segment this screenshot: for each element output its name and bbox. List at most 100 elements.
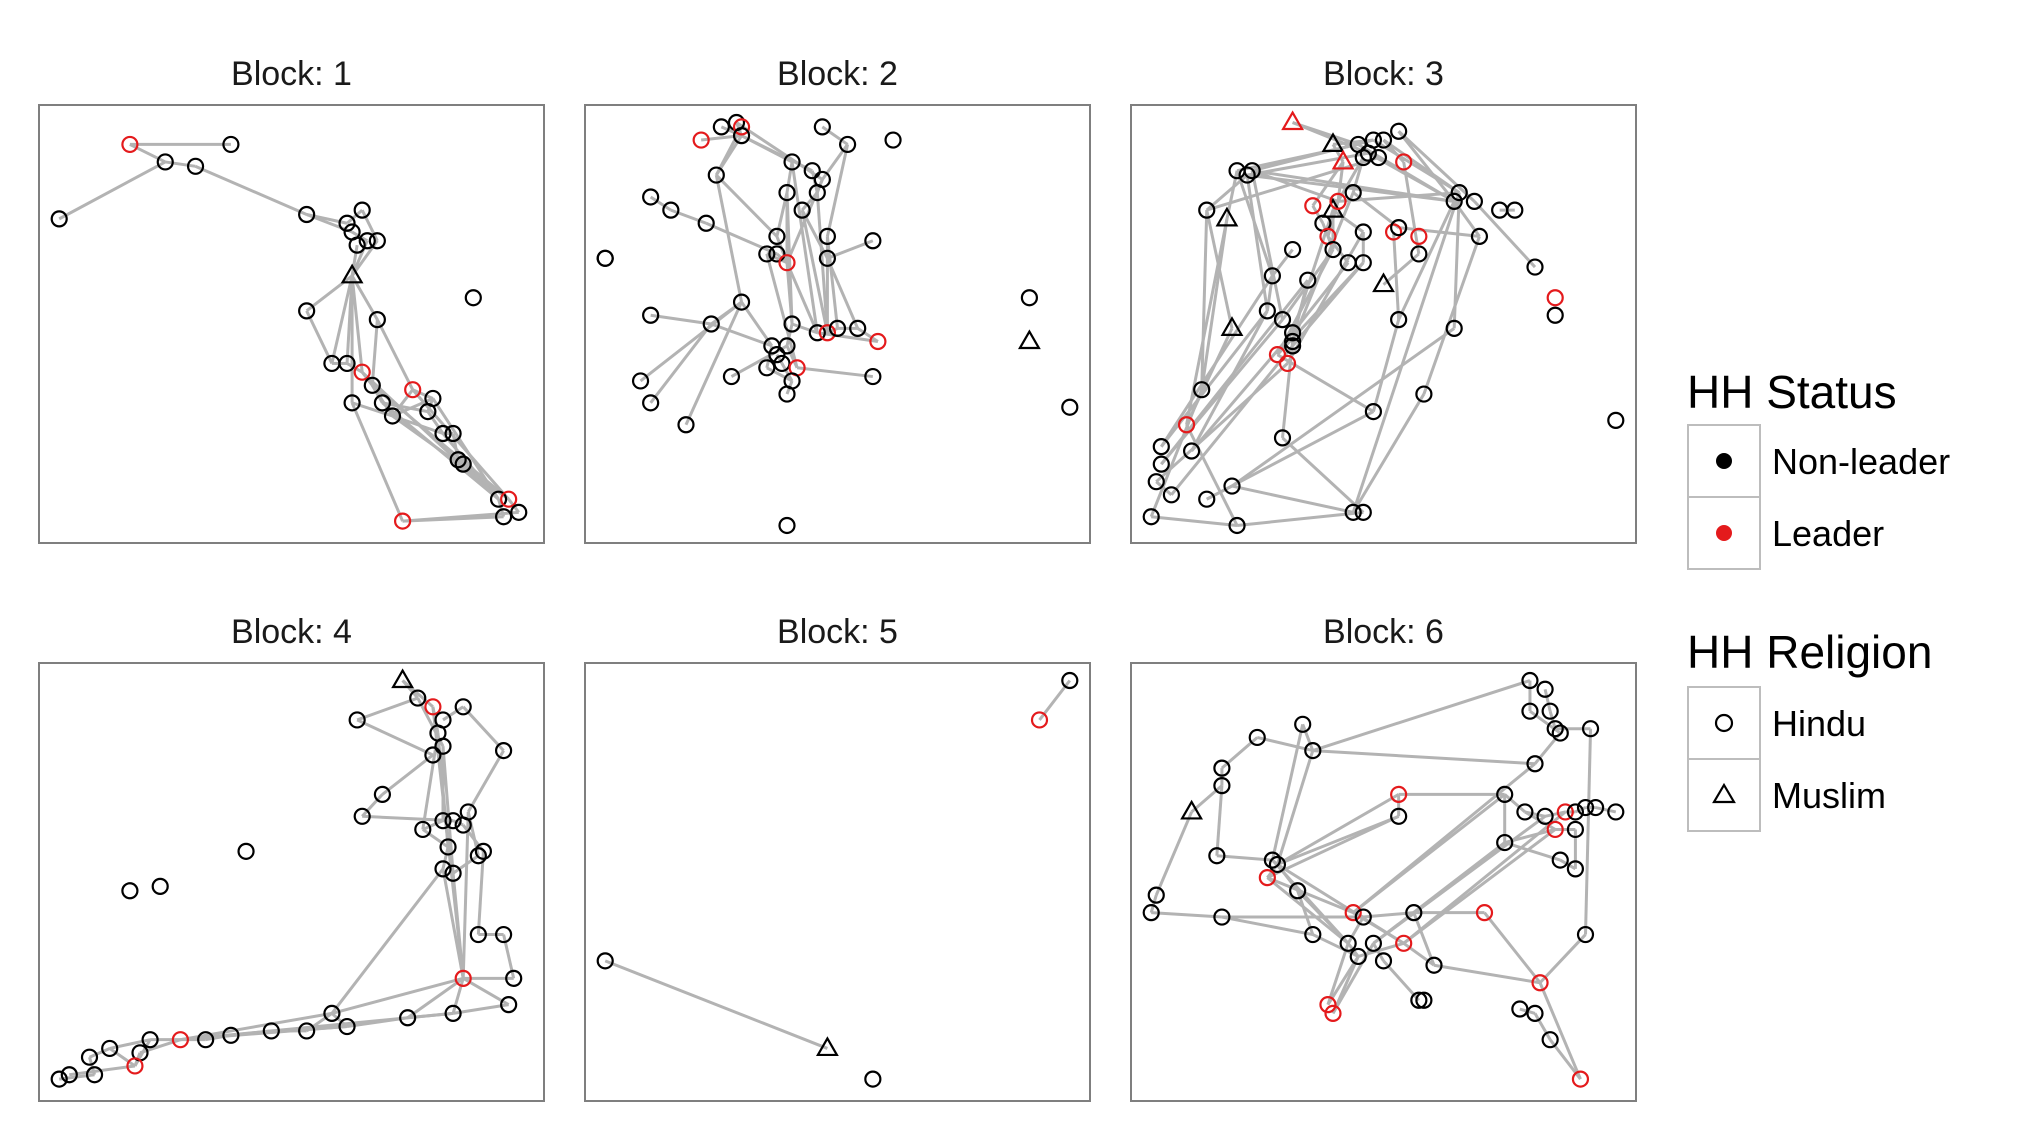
node-hindu — [1020, 289, 1039, 307]
node-hindu — [768, 227, 786, 245]
node-hindu — [1278, 354, 1297, 373]
node-hindu — [1354, 503, 1372, 521]
network-edge — [371, 384, 510, 501]
network-edge — [1352, 911, 1405, 945]
node-hindu — [1213, 908, 1231, 926]
node-hindu — [1061, 398, 1079, 416]
node-hindu — [101, 1039, 119, 1058]
network-edge — [69, 1064, 136, 1077]
network-edge — [1382, 959, 1420, 1002]
network-edge — [426, 410, 445, 435]
network-edge — [1312, 749, 1536, 766]
panel-title: Block: 4 — [231, 613, 352, 651]
network-edge — [350, 244, 359, 277]
node-hindu — [409, 689, 427, 707]
node-hindu — [156, 153, 174, 171]
node-hindu — [399, 1009, 417, 1027]
network-edge — [1351, 192, 1461, 513]
node-hindu — [505, 969, 523, 987]
panel-title: Block: 2 — [777, 55, 898, 93]
node-hindu — [818, 324, 837, 342]
network-edge — [1276, 750, 1315, 865]
network-edge — [740, 301, 774, 347]
network-edge — [1231, 484, 1354, 514]
node-hindu — [1147, 473, 1165, 491]
node-hindu — [338, 354, 356, 373]
node-hindu — [60, 1066, 78, 1084]
network-edge — [684, 301, 743, 426]
network-edge — [791, 322, 818, 335]
node-hindu — [813, 118, 831, 136]
network-edge — [1595, 806, 1617, 814]
legend-key-nonleader — [1716, 453, 1732, 469]
node-muslim — [1220, 316, 1244, 336]
network-edge — [1190, 310, 1269, 452]
panel-block-1: Block: 1 — [38, 55, 545, 544]
node-hindu — [434, 737, 452, 755]
node-hindu — [1546, 306, 1564, 324]
network-edge — [466, 749, 505, 813]
network-edge — [1296, 889, 1350, 945]
node-hindu — [343, 394, 361, 412]
network-edge — [1276, 814, 1400, 866]
node-hindu — [454, 455, 472, 473]
node-hindu — [1177, 416, 1196, 434]
network-edge — [1326, 942, 1350, 1006]
network-edge — [1574, 806, 1587, 814]
network-edge — [785, 262, 819, 334]
node-hindu — [383, 407, 402, 425]
node-muslim — [1215, 206, 1239, 227]
network-edge — [1332, 208, 1365, 234]
network-edge — [1301, 723, 1315, 752]
node-hindu — [373, 785, 391, 804]
network-edge — [1185, 424, 1239, 527]
network-edge — [376, 318, 415, 391]
node-hindu — [474, 842, 492, 860]
network-edge — [650, 313, 712, 326]
node-hindu — [1566, 803, 1585, 821]
node-hindu — [778, 516, 796, 535]
node-hindu — [373, 394, 391, 412]
node-hindu — [1354, 148, 1372, 167]
network-edge — [817, 331, 879, 344]
network-edge — [1311, 204, 1325, 225]
panel-title: Block: 3 — [1323, 55, 1444, 93]
node-hindu — [732, 127, 751, 145]
nodes-group — [1142, 110, 1625, 535]
network-edge — [1149, 894, 1158, 914]
node-hindu — [1415, 385, 1433, 403]
node-hindu — [1390, 311, 1408, 329]
network-edge — [800, 209, 829, 334]
network-edge — [1256, 736, 1314, 753]
network-edge — [1346, 916, 1365, 945]
network-edge — [604, 959, 828, 1050]
network-edge — [412, 388, 434, 400]
node-hindu — [1576, 798, 1595, 817]
network-edge — [194, 164, 308, 216]
node-hindu — [1263, 851, 1282, 869]
node-hindu — [126, 1057, 144, 1075]
node-hindu — [732, 293, 751, 311]
node-hindu — [1304, 197, 1322, 215]
network-edge — [1151, 911, 1222, 919]
node-hindu — [222, 1026, 240, 1044]
network-edge — [1312, 679, 1531, 753]
node-hindu — [1193, 381, 1211, 399]
node-hindu — [50, 210, 68, 228]
network-edge — [715, 174, 778, 238]
node-hindu — [1576, 925, 1595, 944]
node-hindu — [702, 315, 720, 333]
network-edge — [825, 144, 850, 237]
network-edge — [350, 402, 404, 522]
node-hindu — [1390, 807, 1408, 825]
node-hindu — [121, 882, 139, 900]
node-hindu — [783, 153, 801, 171]
network-edge — [766, 366, 793, 383]
nodes-group — [596, 113, 1079, 535]
network-edge — [391, 388, 414, 417]
panel-frame — [1130, 104, 1637, 544]
node-hindu — [298, 205, 316, 224]
node-hindu — [1208, 847, 1226, 865]
node-hindu — [1536, 680, 1554, 698]
node-hindu — [1551, 851, 1569, 869]
